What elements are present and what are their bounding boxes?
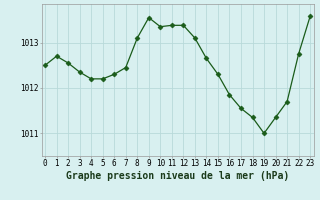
X-axis label: Graphe pression niveau de la mer (hPa): Graphe pression niveau de la mer (hPa) <box>66 171 289 181</box>
